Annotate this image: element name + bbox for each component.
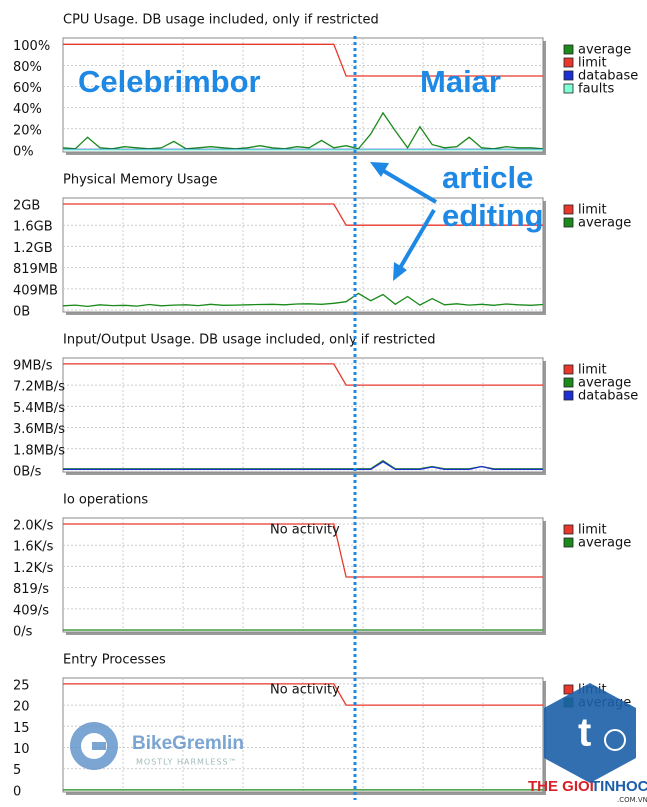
- legend-label: limit: [578, 363, 607, 378]
- tagline: MOSTLY HARMLESS™: [136, 758, 238, 767]
- annotation: No activity: [270, 523, 340, 538]
- charts: CPU Usage. DB usage included, only if re…: [13, 13, 638, 800]
- brand: TINHOC: [591, 778, 647, 795]
- brand: BikeGremlin: [132, 733, 244, 754]
- y-tick-label: 40%: [13, 102, 42, 117]
- callout: editing: [442, 198, 544, 233]
- watermark-right: t THE GIOI TINHOC .COM.VN: [528, 683, 647, 804]
- y-tick-label: 7.2MB/s: [13, 380, 65, 395]
- y-tick-label: 409/s: [13, 603, 49, 618]
- series-line: [63, 203, 543, 226]
- legend-swatch: [563, 684, 574, 695]
- legend-swatch: [563, 44, 574, 55]
- y-tick-label: 819/s: [13, 582, 49, 597]
- y-tick-label: 100%: [13, 39, 50, 54]
- y-tick-label: 60%: [13, 81, 42, 96]
- y-tick-label: 20%: [13, 123, 42, 138]
- legend-label: average: [578, 216, 631, 231]
- chart-title: Entry Processes: [63, 653, 166, 668]
- chart-title: CPU Usage. DB usage included, only if re…: [63, 13, 379, 28]
- series-line: [62, 292, 544, 308]
- y-tick-label: 819MB: [13, 262, 58, 277]
- y-tick-label: 2.0K/s: [13, 519, 54, 534]
- callout: article: [442, 160, 533, 195]
- legend-swatch: [563, 377, 574, 388]
- y-tick-label: 1.2K/s: [13, 561, 54, 576]
- y-tick-label: 25: [13, 678, 30, 693]
- legend-swatch: [563, 524, 574, 535]
- y-tick-label: 5: [13, 763, 21, 778]
- annotations: Celebrimbor Maiar article editing BikeGr…: [70, 36, 647, 804]
- y-tick-label: 0B: [13, 304, 30, 319]
- logo-letter: t: [578, 711, 591, 755]
- legend-swatch: [563, 70, 574, 81]
- legend-swatch: [563, 364, 574, 375]
- watermark-left: BikeGremlin MOSTLY HARMLESS™: [70, 722, 244, 770]
- annotation: No activity: [270, 683, 340, 698]
- y-tick-label: 1.2GB: [13, 241, 53, 256]
- series-line: [63, 460, 543, 471]
- legend-label: average: [578, 536, 631, 551]
- legend-swatch: [563, 204, 574, 215]
- y-tick-label: 0/s: [13, 624, 33, 639]
- chart-title: Io operations: [63, 493, 148, 508]
- legend-swatch: [563, 57, 574, 68]
- y-tick-label: 409MB: [13, 283, 58, 298]
- series-line: [62, 111, 544, 150]
- y-tick-label: 5.4MB/s: [13, 401, 65, 416]
- y-tick-label: 1.8MB/s: [13, 443, 65, 458]
- legend-swatch: [563, 390, 574, 401]
- legend-label: database: [578, 389, 638, 404]
- legend-label: faults: [578, 82, 614, 97]
- domain: .COM.VN: [617, 796, 647, 804]
- legend-label: limit: [578, 203, 607, 218]
- y-tick-label: 0%: [13, 144, 34, 159]
- server-label: Maiar: [420, 64, 501, 99]
- legend-swatch: [563, 83, 574, 94]
- legend-swatch: [563, 537, 574, 548]
- y-tick-label: 20: [13, 700, 30, 715]
- y-tick-label: 2GB: [13, 199, 40, 214]
- legend-label: limit: [578, 523, 607, 538]
- y-tick-label: 1.6GB: [13, 220, 53, 235]
- arrows: [370, 162, 438, 281]
- series-line: [63, 43, 543, 77]
- series-line: [63, 523, 543, 578]
- y-tick-label: 0: [13, 784, 21, 799]
- legend-swatch: [563, 217, 574, 228]
- series-line: [63, 363, 543, 386]
- brand: THE GIOI: [528, 778, 594, 795]
- y-tick-label: 15: [13, 721, 30, 736]
- y-tick-label: 10: [13, 742, 30, 757]
- legend-label: database: [578, 69, 638, 84]
- legend-label: average: [578, 43, 631, 58]
- chart-title: Physical Memory Usage: [63, 173, 218, 188]
- y-tick-label: 9MB/s: [13, 358, 53, 373]
- legend-label: average: [578, 376, 631, 391]
- server-label: Celebrimbor: [78, 64, 261, 99]
- y-tick-label: 0B/s: [13, 464, 42, 479]
- y-tick-label: 3.6MB/s: [13, 422, 65, 437]
- series-line: [63, 683, 543, 706]
- y-tick-label: 80%: [13, 60, 42, 75]
- chart-title: Input/Output Usage. DB usage included, o…: [63, 333, 435, 348]
- legend-label: limit: [578, 56, 607, 71]
- y-tick-label: 1.6K/s: [13, 540, 54, 555]
